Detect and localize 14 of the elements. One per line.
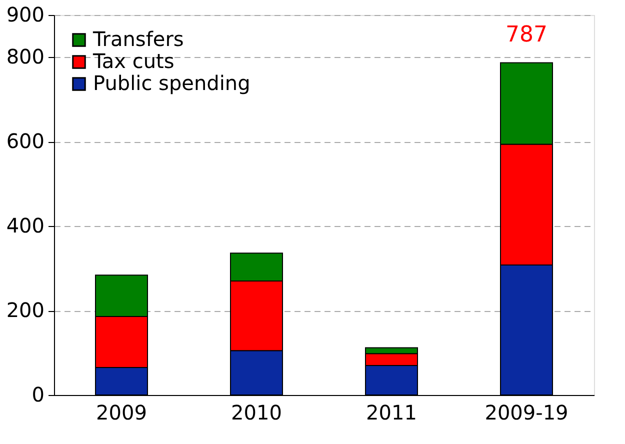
x-tick-label: 2009 <box>96 400 147 424</box>
y-tick-label: 0 <box>32 382 44 406</box>
y-tick-label: 200 <box>6 298 44 322</box>
y-tick-label: 600 <box>6 129 44 154</box>
annotation: 787 <box>506 22 548 48</box>
x-tick-label: 2009-19 <box>484 400 568 424</box>
y-tick-label: 800 <box>6 44 44 69</box>
legend-label: Transfers <box>92 27 184 51</box>
y-tick-label: 900 <box>6 2 44 26</box>
x-tick-label: 2011 <box>366 400 417 424</box>
legend-label: Tax cuts <box>92 49 174 73</box>
legend-label: Public spending <box>93 71 250 95</box>
y-tick-label: 400 <box>6 214 44 238</box>
x-tick-label: 2010 <box>231 400 282 424</box>
